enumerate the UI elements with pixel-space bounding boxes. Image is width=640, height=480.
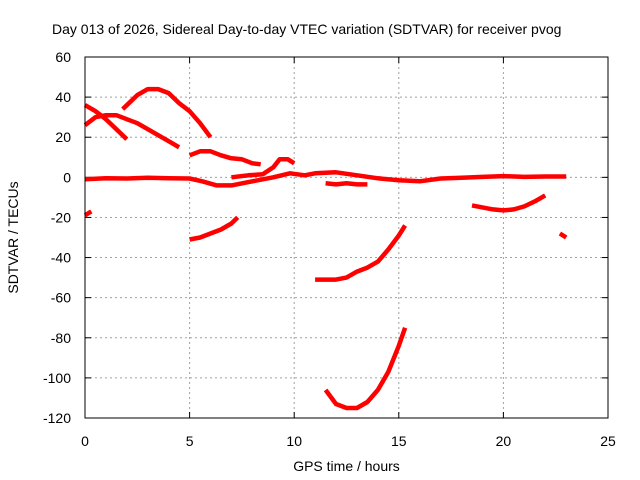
y-axis-label: SDTVAR / TECUs (5, 181, 21, 293)
series-lower-arc-2 (315, 224, 408, 282)
y-tick-label: -80 (51, 330, 71, 346)
series-lower-arc-1 (189, 215, 240, 242)
series-upper-arc-2 (83, 103, 129, 141)
series-short-seg-2 (325, 181, 368, 187)
series-right-arc-1 (471, 193, 547, 213)
series-layer (83, 86, 568, 411)
series-near-zero-band (84, 170, 567, 188)
y-tick-label: 60 (55, 49, 71, 65)
x-tick-label: 15 (391, 433, 407, 449)
y-tick-label: -20 (51, 209, 71, 225)
series-upper-arc-1 (83, 112, 181, 150)
y-tick-label: -120 (43, 410, 71, 426)
y-tick-label: 40 (55, 89, 71, 105)
chart-title: Day 013 of 2026, Sidereal Day-to-day VTE… (52, 21, 561, 37)
x-tick-label: 20 (496, 433, 512, 449)
y-tick-label: 20 (55, 129, 71, 145)
series-lower-arc-3 (323, 327, 408, 411)
x-tick-label: 10 (286, 433, 302, 449)
series-upper-arc-3 (121, 86, 213, 139)
x-tick-label: 25 (600, 433, 616, 449)
x-tick-label: 5 (186, 433, 194, 449)
x-tick-label: 0 (81, 433, 89, 449)
series-mid-arc-1 (188, 149, 261, 167)
series-short-seg-3 (558, 231, 568, 240)
tick-label-layer: 0 5 10 15 20 25 -120 -100 -80 -60 -40 -20 0 20 40 60 (43, 49, 616, 449)
y-tick-label: 0 (63, 169, 71, 185)
plot-frame (84, 56, 609, 419)
grid-layer (85, 57, 608, 418)
y-tick-label: -40 (51, 250, 71, 266)
tick-layer (84, 56, 609, 419)
y-tick-label: -100 (43, 370, 71, 386)
series-mid-arc-2 (231, 157, 296, 180)
x-axis-label: GPS time / hours (293, 458, 400, 474)
series-short-seg-1 (83, 209, 93, 218)
y-tick-label: -60 (51, 290, 71, 306)
